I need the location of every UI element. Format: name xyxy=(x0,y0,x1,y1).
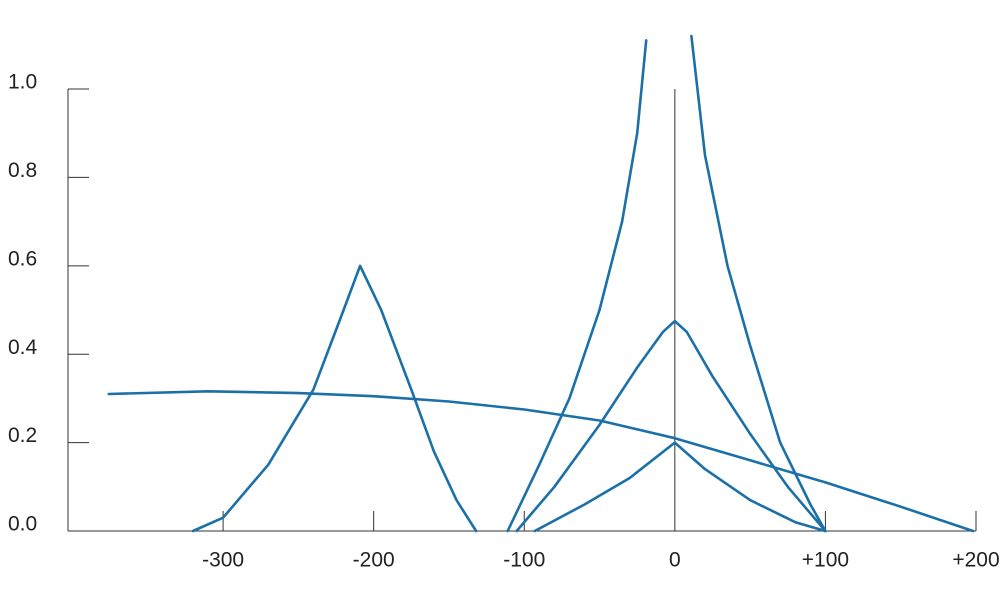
x-tick-label: -100 xyxy=(503,549,545,572)
y-tick-label: 0.8 xyxy=(8,159,37,182)
x-tick-label: +100 xyxy=(802,549,849,572)
y-tick-label: 0.4 xyxy=(8,336,38,359)
y-tick-label: 0.2 xyxy=(8,424,37,447)
y-tick-label: 0.6 xyxy=(8,247,37,270)
x-tick-label: -300 xyxy=(202,549,244,572)
x-tick-label: -200 xyxy=(353,549,395,572)
line-series xyxy=(191,264,478,533)
line-series xyxy=(506,34,827,533)
x-tick-label: +200 xyxy=(952,549,999,572)
line-series xyxy=(515,319,827,533)
y-tick-label: 0.0 xyxy=(8,513,37,536)
line-series xyxy=(533,441,827,533)
x-tick-label: 0 xyxy=(669,549,681,572)
y-tick-label: 1.0 xyxy=(8,71,37,94)
